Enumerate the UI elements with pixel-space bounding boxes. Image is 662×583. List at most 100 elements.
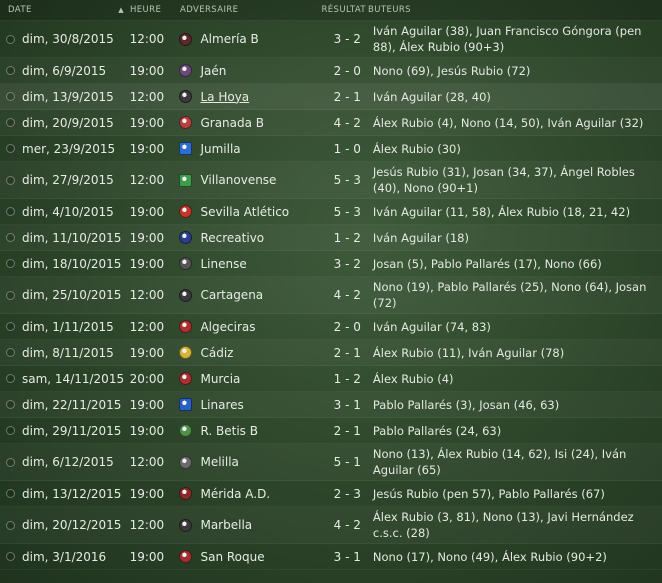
- match-result[interactable]: 1 - 2: [333, 230, 361, 245]
- table-row[interactable]: dim, 11/10/2015 19:00 Recreativo 1 - 2 I…: [0, 225, 662, 251]
- opponent-cell[interactable]: Murcia: [173, 372, 307, 386]
- opponent-cell[interactable]: Cartagena: [173, 288, 307, 302]
- table-row[interactable]: dim, 13/12/2015 19:00 Mérida A.D. 2 - 3 …: [0, 481, 662, 507]
- column-header-result[interactable]: RÉSULTAT: [321, 5, 366, 15]
- opponent-name[interactable]: Mérida A.D.: [200, 486, 271, 501]
- opponent-cell[interactable]: La Hoya: [173, 90, 307, 104]
- row-select-radio[interactable]: [6, 374, 15, 383]
- column-header-time[interactable]: HEURE: [130, 5, 162, 15]
- row-select-radio[interactable]: [6, 34, 15, 44]
- column-header-date[interactable]: DATE ▲: [0, 5, 130, 15]
- opponent-cell[interactable]: Linense: [173, 257, 307, 271]
- table-row[interactable]: sam, 14/11/2015 20:00 Murcia 1 - 2 Álex …: [0, 366, 662, 392]
- opponent-name[interactable]: Linense: [200, 256, 247, 271]
- opponent-cell[interactable]: Cádiz: [173, 346, 307, 360]
- opponent-cell[interactable]: Linares: [173, 398, 307, 412]
- opponent-name[interactable]: Sevilla Atlético: [200, 204, 290, 219]
- row-select-radio[interactable]: [6, 457, 15, 467]
- match-result[interactable]: 1 - 2: [333, 371, 361, 386]
- opponent-cell[interactable]: Marbella: [173, 518, 307, 532]
- match-result[interactable]: 2 - 0: [333, 63, 361, 78]
- opponent-name[interactable]: San Roque: [200, 549, 265, 564]
- column-header-opponent[interactable]: ADVERSAIRE: [180, 5, 239, 15]
- opponent-cell[interactable]: Jaén: [173, 64, 307, 78]
- opponent-name[interactable]: Villanovense: [200, 173, 277, 187]
- table-row[interactable]: dim, 27/9/2015 12:00 Villanovense 5 - 3 …: [0, 162, 662, 199]
- opponent-cell[interactable]: Almería B: [173, 32, 307, 46]
- match-result[interactable]: 3 - 1: [333, 549, 361, 564]
- opponent-name[interactable]: Melilla: [200, 455, 239, 469]
- opponent-name[interactable]: La Hoya: [200, 89, 250, 104]
- match-result[interactable]: 2 - 1: [333, 423, 361, 438]
- row-select-radio[interactable]: [6, 144, 15, 153]
- match-result[interactable]: 4 - 2: [333, 518, 361, 532]
- opponent-cell[interactable]: Recreativo: [173, 231, 307, 245]
- table-row[interactable]: dim, 29/11/2015 19:00 R. Betis B 2 - 1 P…: [0, 418, 662, 444]
- opponent-name[interactable]: Jaén: [200, 63, 227, 78]
- opponent-name[interactable]: Cartagena: [200, 288, 264, 302]
- row-select-radio[interactable]: [6, 322, 15, 331]
- opponent-name[interactable]: Jumilla: [200, 141, 241, 156]
- opponent-name[interactable]: Linares: [200, 397, 244, 412]
- row-select-radio[interactable]: [6, 400, 15, 409]
- table-row[interactable]: dim, 25/10/2015 12:00 Cartagena 4 - 2 No…: [0, 277, 662, 314]
- opponent-name[interactable]: Marbella: [200, 518, 253, 532]
- opponent-name[interactable]: Cádiz: [200, 345, 234, 360]
- row-select-radio[interactable]: [6, 290, 15, 300]
- opponent-cell[interactable]: Villanovense: [173, 173, 307, 187]
- match-result[interactable]: 5 - 3: [333, 204, 361, 219]
- row-select-radio[interactable]: [6, 348, 15, 357]
- table-row[interactable]: dim, 6/9/2015 19:00 Jaén 2 - 0 Nono (69)…: [0, 58, 662, 84]
- match-result[interactable]: 2 - 1: [333, 345, 361, 360]
- opponent-cell[interactable]: Granada B: [173, 116, 307, 130]
- opponent-cell[interactable]: R. Betis B: [173, 424, 307, 438]
- match-result[interactable]: 3 - 2: [333, 256, 361, 271]
- row-select-radio[interactable]: [6, 207, 15, 216]
- table-row[interactable]: dim, 1/11/2015 12:00 Algeciras 2 - 0 Ivá…: [0, 314, 662, 340]
- table-row[interactable]: dim, 6/12/2015 12:00 Melilla 5 - 1 Nono …: [0, 444, 662, 481]
- column-header-scorers[interactable]: BUTEURS: [368, 5, 411, 15]
- match-result[interactable]: 2 - 3: [333, 486, 361, 501]
- table-row[interactable]: dim, 13/9/2015 12:00 La Hoya 2 - 1 Iván …: [0, 84, 662, 110]
- match-result[interactable]: 3 - 1: [333, 397, 361, 412]
- opponent-name[interactable]: Murcia: [200, 371, 241, 386]
- row-select-radio[interactable]: [6, 118, 15, 127]
- table-row[interactable]: dim, 3/1/2016 19:00 San Roque 3 - 1 Nono…: [0, 544, 662, 570]
- row-select-radio[interactable]: [6, 66, 15, 75]
- row-select-radio[interactable]: [6, 175, 15, 185]
- row-select-radio[interactable]: [6, 520, 15, 530]
- table-row[interactable]: dim, 20/9/2015 19:00 Granada B 4 - 2 Ále…: [0, 110, 662, 136]
- opponent-cell[interactable]: Melilla: [173, 455, 307, 469]
- match-result[interactable]: 5 - 3: [333, 173, 361, 187]
- row-select-radio[interactable]: [6, 489, 15, 498]
- table-row[interactable]: dim, 8/11/2015 19:00 Cádiz 2 - 1 Álex Ru…: [0, 340, 662, 366]
- opponent-cell[interactable]: Algeciras: [173, 320, 307, 334]
- match-result[interactable]: 2 - 0: [333, 319, 361, 334]
- row-select-radio[interactable]: [6, 552, 15, 561]
- opponent-cell[interactable]: San Roque: [173, 550, 307, 564]
- table-row[interactable]: dim, 30/8/2015 12:00 Almería B 3 - 2 Ivá…: [0, 21, 662, 58]
- table-row[interactable]: dim, 18/10/2015 19:00 Linense 3 - 2 Josa…: [0, 251, 662, 277]
- row-select-radio[interactable]: [6, 426, 15, 435]
- opponent-name[interactable]: R. Betis B: [200, 423, 258, 438]
- opponent-name[interactable]: Algeciras: [200, 319, 256, 334]
- match-result[interactable]: 3 - 2: [333, 32, 361, 46]
- opponent-cell[interactable]: Mérida A.D.: [173, 487, 307, 501]
- row-select-radio[interactable]: [6, 92, 15, 101]
- table-row[interactable]: dim, 20/12/2015 12:00 Marbella 4 - 2 Ále…: [0, 507, 662, 544]
- opponent-name[interactable]: Recreativo: [200, 230, 265, 245]
- opponent-cell[interactable]: Jumilla: [173, 142, 307, 156]
- match-result[interactable]: 5 - 1: [333, 455, 361, 469]
- row-select-radio[interactable]: [6, 259, 15, 268]
- table-row[interactable]: dim, 4/10/2015 19:00 Sevilla Atlético 5 …: [0, 199, 662, 225]
- match-result[interactable]: 2 - 1: [333, 89, 361, 104]
- table-row[interactable]: mer, 23/9/2015 19:00 Jumilla 1 - 0 Álex …: [0, 136, 662, 162]
- match-result[interactable]: 1 - 0: [333, 141, 361, 156]
- match-result[interactable]: 4 - 2: [333, 288, 361, 302]
- table-row[interactable]: dim, 22/11/2015 19:00 Linares 3 - 1 Pabl…: [0, 392, 662, 418]
- row-select-radio[interactable]: [6, 233, 15, 242]
- opponent-cell[interactable]: Sevilla Atlético: [173, 205, 307, 219]
- match-result[interactable]: 4 - 2: [333, 115, 361, 130]
- opponent-name[interactable]: Almería B: [200, 32, 259, 46]
- opponent-name[interactable]: Granada B: [200, 115, 265, 130]
